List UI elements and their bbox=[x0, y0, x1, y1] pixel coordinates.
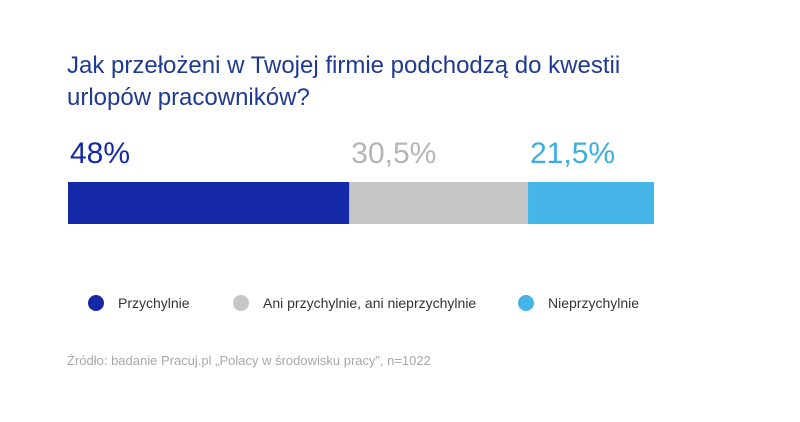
legend-swatch-przychylnie bbox=[88, 295, 104, 311]
legend-swatch-neutral bbox=[233, 295, 249, 311]
legend-label-przychylnie: Przychylnie bbox=[118, 295, 190, 311]
value-label-przychylnie: 48% bbox=[70, 137, 130, 170]
bar-segment-przychylnie bbox=[68, 182, 350, 224]
legend-swatch-nieprzychylnie bbox=[518, 295, 534, 311]
legend-item-neutral: Ani przychylnie, ani nieprzychylnie bbox=[233, 288, 476, 318]
stacked-bar bbox=[68, 182, 654, 224]
legend-item-nieprzychylnie: Nieprzychylnie bbox=[518, 288, 639, 318]
bar-segment-neutral bbox=[349, 182, 529, 224]
legend-item-przychylnie: Przychylnie bbox=[88, 288, 190, 318]
legend: Przychylnie Ani przychylnie, ani nieprzy… bbox=[0, 288, 800, 318]
legend-label-neutral: Ani przychylnie, ani nieprzychylnie bbox=[263, 295, 477, 311]
value-label-neutral: 30,5% bbox=[351, 137, 436, 170]
chart-title: Jak przełożeni w Twojej firmie podchodzą… bbox=[67, 52, 621, 111]
value-label-nieprzychylnie: 21,5% bbox=[530, 137, 615, 170]
bar-segment-nieprzychylnie bbox=[528, 182, 654, 224]
value-labels: 48% 30,5% 21,5% bbox=[70, 137, 615, 170]
source-note: Źródło: badanie Pracuj.pl „Polacy w środ… bbox=[67, 353, 431, 368]
legend-label-nieprzychylnie: Nieprzychylnie bbox=[548, 295, 640, 311]
